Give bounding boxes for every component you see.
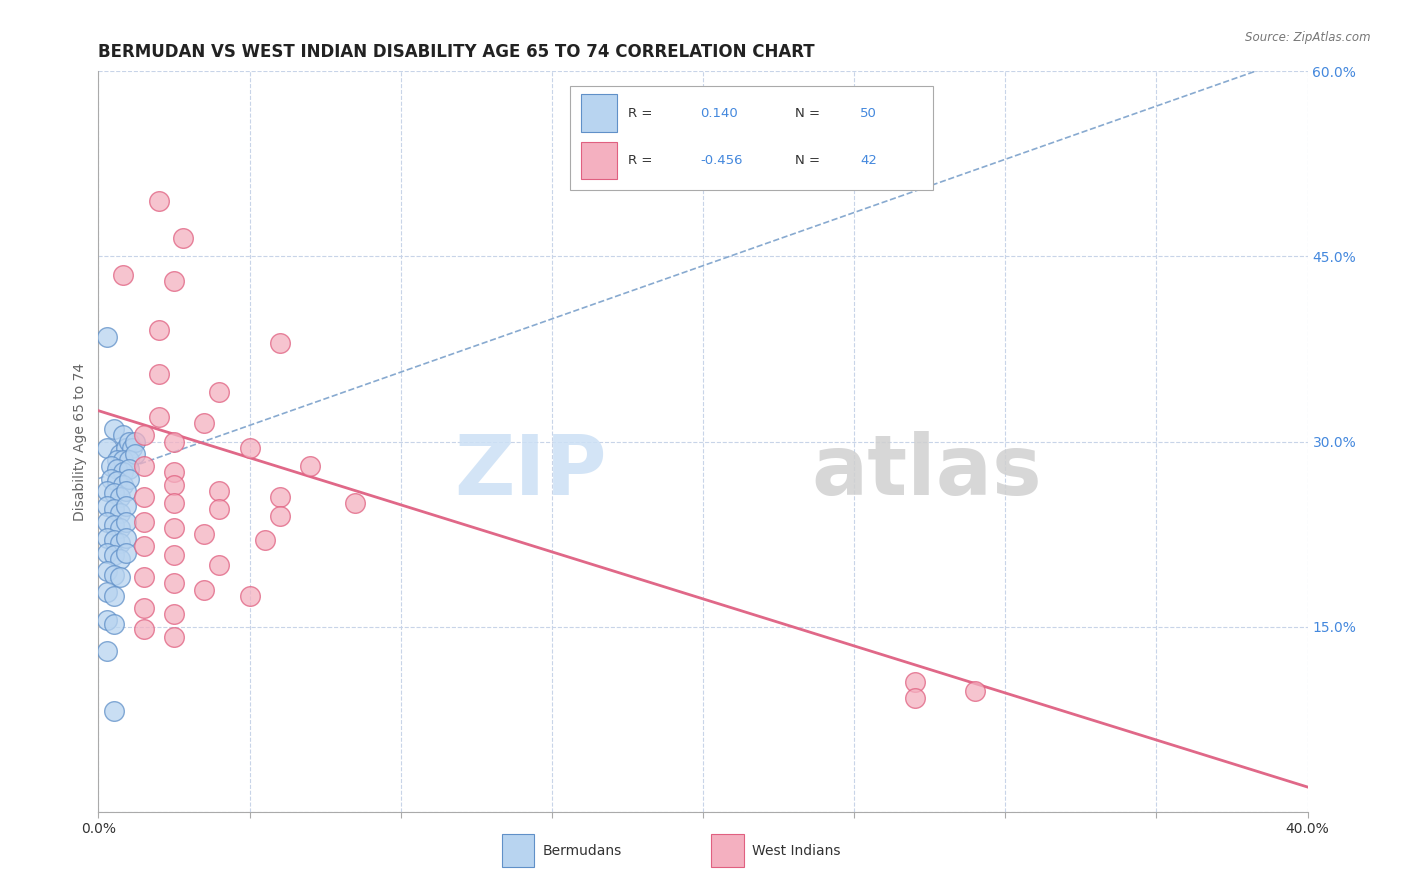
Point (114, 515, 136, 529)
Point (96, 483, 118, 498)
Point (148, 367, 170, 381)
Point (163, 434, 186, 449)
Point (148, 409, 170, 424)
Point (108, 535, 131, 549)
Point (121, 441, 143, 455)
Point (132, 622, 155, 636)
Point (96, 515, 118, 529)
Point (208, 502, 231, 516)
Point (344, 496, 367, 510)
Point (132, 601, 155, 615)
Point (96, 585, 118, 599)
Text: BERMUDAN VS WEST INDIAN DISABILITY AGE 65 TO 74 CORRELATION CHART: BERMUDAN VS WEST INDIAN DISABILITY AGE 6… (98, 44, 815, 62)
Point (132, 428, 155, 442)
Point (163, 521, 186, 535)
Point (118, 453, 141, 467)
Point (103, 567, 125, 582)
Point (118, 461, 141, 475)
Point (208, 483, 231, 498)
Point (108, 521, 131, 535)
Point (105, 461, 128, 475)
Point (96, 531, 118, 545)
Point (172, 231, 194, 245)
Point (96, 644, 118, 658)
Point (103, 422, 125, 436)
Point (96, 546, 118, 560)
Point (103, 486, 125, 500)
Point (193, 416, 215, 430)
Point (103, 589, 125, 603)
Point (103, 533, 125, 548)
Point (904, 691, 927, 706)
Point (124, 447, 146, 461)
Point (108, 447, 131, 461)
Text: atlas: atlas (811, 431, 1043, 512)
Point (108, 570, 131, 584)
Point (163, 630, 186, 644)
Point (132, 490, 155, 504)
Point (148, 324, 170, 338)
Point (105, 474, 128, 488)
Point (965, 683, 987, 698)
Point (132, 515, 155, 529)
Point (163, 576, 186, 591)
Text: ZIP: ZIP (454, 431, 606, 512)
Point (253, 533, 276, 548)
Point (193, 527, 215, 541)
Point (163, 607, 186, 622)
Point (108, 506, 131, 520)
Point (111, 453, 134, 467)
Point (105, 453, 128, 467)
Text: Source: ZipAtlas.com: Source: ZipAtlas.com (1246, 31, 1371, 45)
Point (96, 614, 118, 628)
Point (269, 508, 291, 523)
Point (96, 564, 118, 578)
Point (132, 540, 155, 554)
Point (108, 551, 131, 566)
Point (114, 441, 136, 455)
Point (114, 499, 136, 513)
Point (114, 531, 136, 545)
Point (269, 490, 291, 504)
Point (100, 459, 122, 474)
Point (111, 268, 134, 282)
Point (96, 441, 118, 455)
Y-axis label: Disability Age 65 to 74: Disability Age 65 to 74 (73, 362, 87, 521)
Point (111, 477, 134, 491)
Point (132, 459, 155, 474)
Point (114, 546, 136, 560)
Point (100, 471, 122, 485)
Point (111, 466, 134, 480)
Point (118, 471, 141, 485)
Point (904, 675, 927, 690)
Point (269, 335, 291, 350)
Point (163, 274, 186, 288)
Point (239, 589, 262, 603)
Point (132, 570, 155, 584)
Point (163, 466, 186, 480)
Point (163, 496, 186, 510)
Point (299, 459, 322, 474)
Point (163, 548, 186, 562)
Point (163, 477, 186, 491)
Point (208, 558, 231, 572)
Point (193, 582, 215, 597)
Point (208, 385, 231, 400)
Point (108, 490, 131, 504)
Point (103, 518, 125, 533)
Point (103, 704, 125, 718)
Point (148, 194, 170, 208)
Point (96, 329, 118, 343)
Point (114, 483, 136, 498)
Point (118, 434, 141, 449)
Point (103, 502, 125, 516)
Point (239, 441, 262, 455)
Point (96, 499, 118, 513)
Point (103, 617, 125, 632)
Point (124, 434, 146, 449)
Point (103, 548, 125, 562)
Point (111, 428, 134, 442)
